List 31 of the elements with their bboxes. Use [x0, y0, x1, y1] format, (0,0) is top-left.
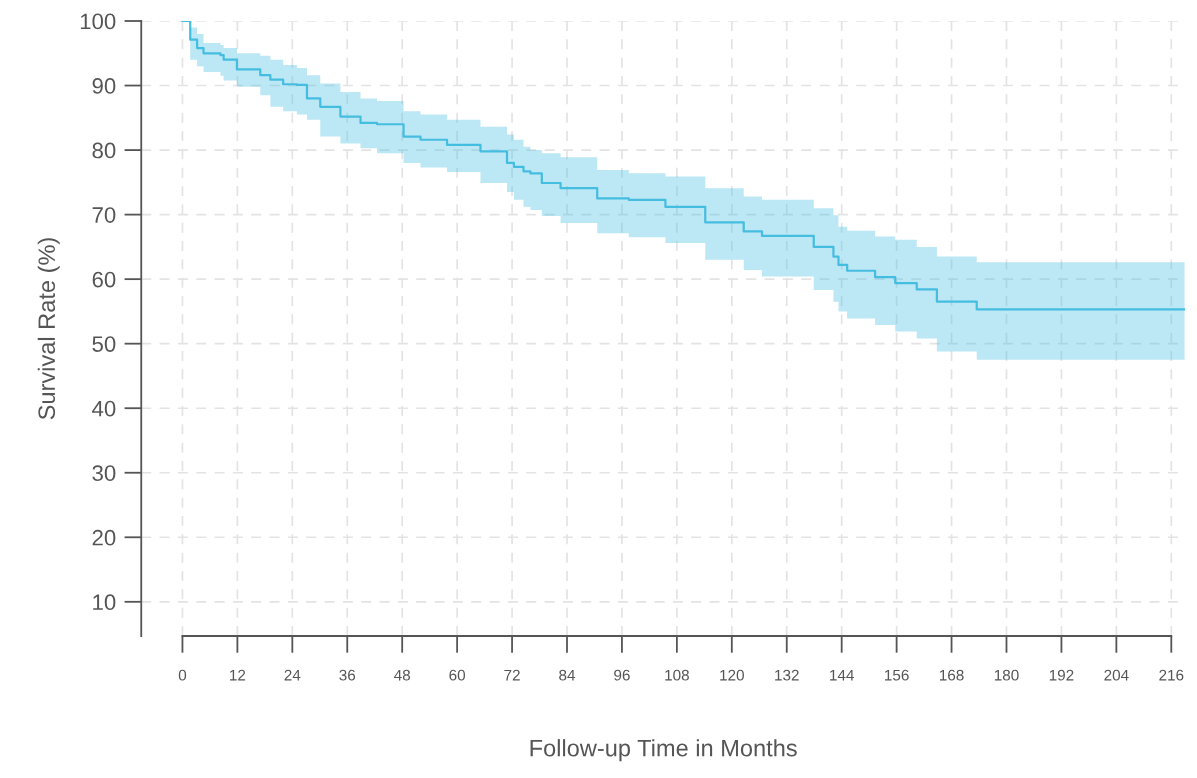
y-tick-label: 70 — [92, 207, 116, 223]
x-tick-label: 36 — [339, 669, 356, 681]
x-tick-label: 24 — [284, 669, 301, 681]
x-tick-label: 168 — [939, 669, 964, 681]
x-tick-label: 12 — [230, 669, 246, 681]
x-axis-title: Follow-up Time in Months — [530, 739, 797, 762]
x-tick-label: 48 — [394, 669, 411, 681]
y-tick-label: 30 — [92, 465, 116, 482]
x-tick-label: 120 — [720, 669, 744, 681]
y-axis-title: Survival Rate (%) — [37, 238, 60, 420]
x-tick-label: 180 — [994, 669, 1019, 681]
x-tick-label: 0 — [178, 669, 187, 681]
x-tick-label: 108 — [665, 669, 689, 681]
x-tick-label: 204 — [1104, 669, 1129, 681]
x-tick-label: 216 — [1159, 669, 1184, 681]
x-tick-label: 144 — [830, 669, 854, 681]
y-tick-label: 60 — [92, 271, 116, 288]
y-tick-label: 100 — [80, 13, 116, 30]
y-tick-label: 10 — [93, 594, 116, 611]
x-tick-label: 84 — [559, 669, 576, 681]
y-tick-label: 80 — [92, 142, 116, 159]
y-tick-label: 40 — [92, 400, 116, 417]
y-tick-label: 20 — [92, 529, 116, 546]
x-tick-label: 96 — [614, 669, 630, 681]
y-tick-label: 50 — [92, 336, 116, 352]
x-tick-label: 192 — [1049, 669, 1074, 681]
x-tick-label: 72 — [504, 669, 520, 681]
x-tick-label: 156 — [885, 669, 909, 681]
x-tick-label: 132 — [775, 669, 799, 681]
y-tick-label: 90 — [92, 78, 116, 94]
x-tick-label: 60 — [449, 669, 466, 681]
